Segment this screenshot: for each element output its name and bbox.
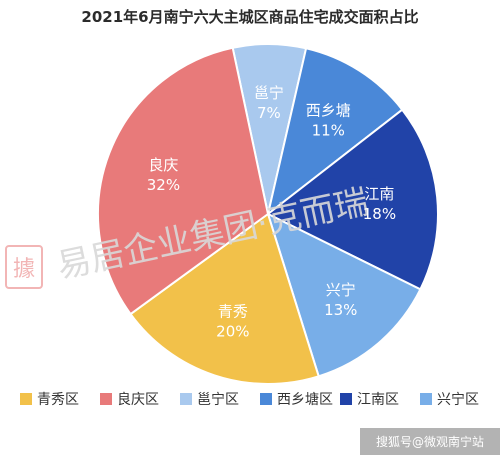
footer: 搜狐号@微观南宁站 (360, 428, 500, 455)
watermark-logo-text: 據 (13, 257, 35, 282)
chart-title: 2021年6月南宁六大主城区商品住宅成交面积占比 (81, 8, 418, 26)
slice-name-label: 西乡塘 (306, 102, 351, 120)
slice-name-label: 良庆 (148, 156, 178, 174)
pie-slice-5 (129, 212, 320, 385)
legend-swatch (340, 393, 352, 405)
legend-swatch (260, 393, 272, 405)
slice-value-label: 32% (147, 176, 180, 194)
footer-band (360, 428, 500, 455)
legend-label: 兴宁区 (437, 391, 479, 408)
slice-labels: 邕宁 7% 西乡塘 11% 江南 18% 兴宁 13% 青秀 20% 良庆 32% (147, 84, 396, 340)
slice-value-label: 20% (216, 322, 249, 340)
slice-name-label: 邕宁 (254, 84, 284, 102)
legend-swatch (100, 393, 112, 405)
slice-value-label: 7% (257, 104, 281, 122)
legend-label: 良庆区 (117, 392, 159, 408)
legend-swatch (180, 393, 192, 405)
pie-slices (97, 43, 439, 385)
slice-name-label: 青秀 (218, 302, 248, 320)
legend-swatch (420, 393, 432, 405)
legend-label: 西乡塘区 (277, 392, 333, 408)
legend: 青秀区 良庆区 邕宁区 西乡塘区 江南区 兴宁区 (20, 391, 479, 408)
slice-name-label: 江南 (364, 185, 394, 203)
legend-label: 江南区 (357, 392, 399, 408)
legend-label: 邕宁区 (197, 391, 239, 408)
legend-swatch (20, 393, 32, 405)
slice-value-label: 11% (312, 122, 345, 140)
footer-text: 搜狐号@微观南宁站 (376, 434, 484, 449)
pie-slice-2 (266, 47, 404, 217)
slice-name-label: 兴宁 (326, 281, 356, 299)
legend-label: 青秀区 (37, 392, 79, 408)
pie-slice-6 (97, 46, 270, 316)
watermark-logo (5, 245, 43, 289)
slice-value-label: 13% (324, 301, 357, 319)
pie-slice-3 (266, 108, 439, 291)
slice-value-label: 18% (363, 205, 396, 223)
